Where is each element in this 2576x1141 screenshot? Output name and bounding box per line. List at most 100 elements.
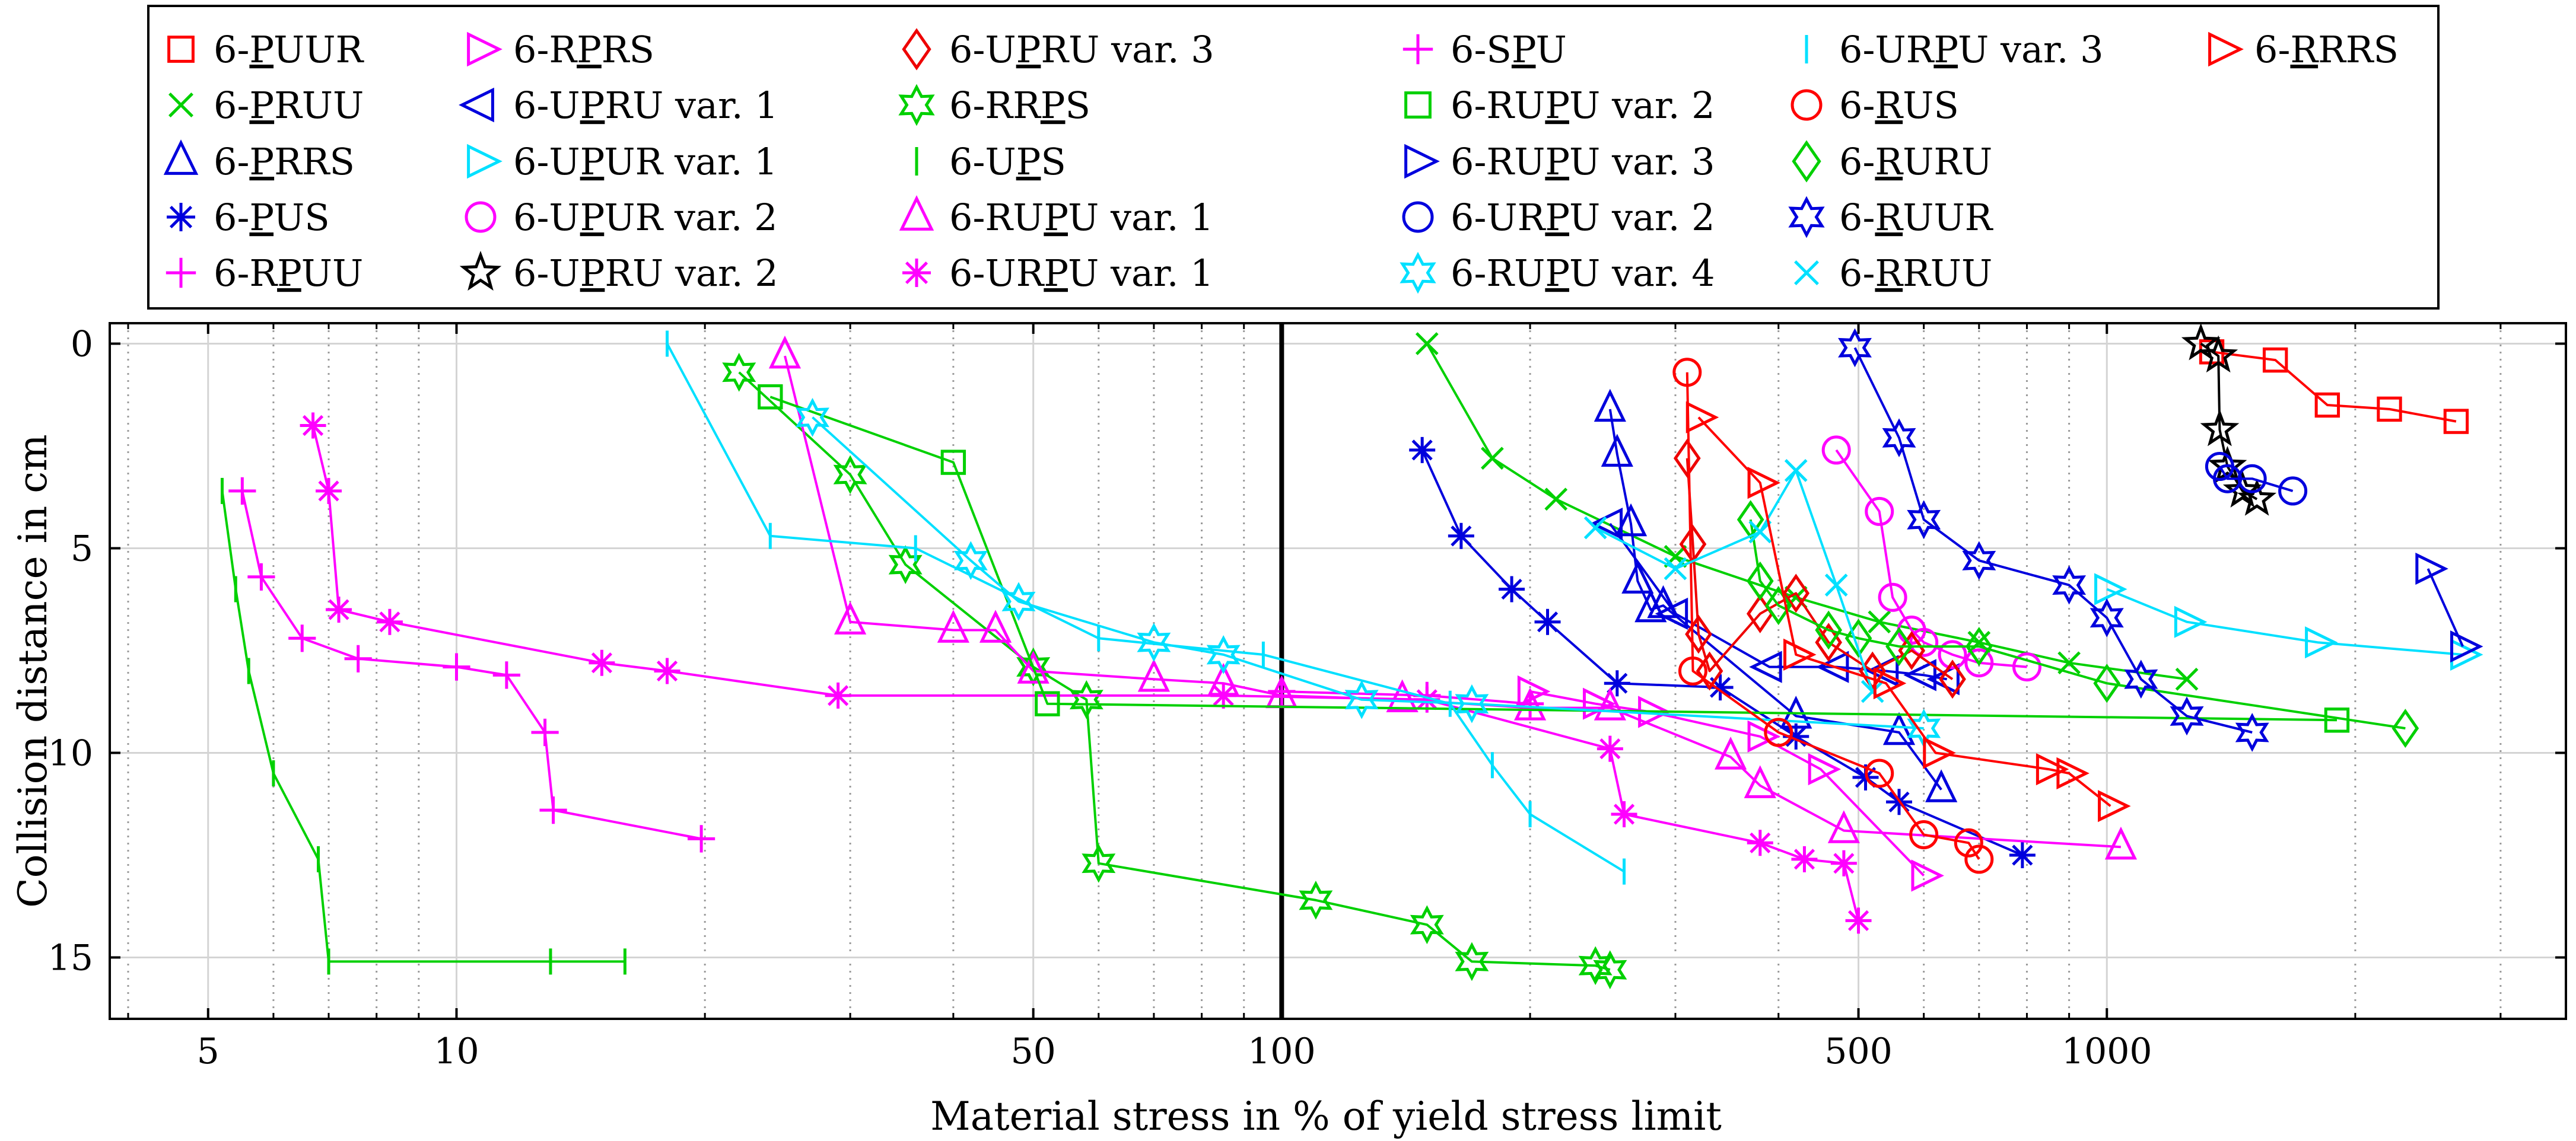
legend-label-part: 6-U — [513, 140, 580, 183]
legend-marker — [1400, 251, 1436, 294]
legend-label-part: P — [1041, 84, 1066, 127]
series-9 — [2181, 323, 2277, 516]
data-point — [1827, 810, 1860, 843]
legend-label-part: 6- — [214, 140, 249, 183]
legend-label-part: P — [1933, 28, 1958, 71]
legend-label: 6-RURU — [1839, 140, 1992, 183]
data-point — [768, 335, 802, 369]
series-line — [1853, 347, 2253, 734]
data-point — [2208, 445, 2247, 483]
series-line — [784, 355, 2122, 849]
legend-label-part: RS — [602, 28, 654, 71]
data-point — [2377, 396, 2402, 422]
y-axis-label: Collision distance in cm — [10, 434, 56, 908]
legend-label-part: P — [580, 251, 605, 295]
legend-label-part: P — [1545, 84, 1569, 127]
legend-label: 6-RUPU var. 3 — [1451, 140, 1715, 183]
data-point — [1782, 573, 1810, 613]
legend-item: 6-UPRU var. 1 — [459, 84, 778, 127]
data-point — [1747, 830, 1773, 856]
legend-item: 6-RPRS — [467, 28, 654, 71]
legend-label-part: P — [249, 196, 273, 239]
legend-label-part: 6-RU — [1451, 84, 1545, 127]
legend-label-part: P — [249, 28, 273, 71]
legend-label-part: UUR — [273, 28, 365, 71]
data-point — [940, 450, 966, 475]
data-point — [1714, 737, 1747, 770]
legend-item: 6-RRPS — [898, 84, 1090, 127]
data-point — [1885, 627, 1913, 667]
data-point — [2052, 565, 2087, 605]
data-point — [758, 384, 783, 410]
data-point — [1830, 850, 1857, 877]
data-point — [589, 649, 615, 676]
data-point — [1815, 651, 1849, 683]
legend-label-part: 6- — [214, 196, 249, 239]
legend-label-part: URU — [1903, 140, 1992, 183]
legend-label-part: RU var. 1 — [605, 84, 778, 127]
legend-label-part: 6-U — [513, 84, 580, 127]
series-line — [1685, 372, 1980, 860]
legend-item: 6-UPUR var. 2 — [465, 196, 778, 239]
data-point — [1268, 677, 1296, 706]
legend-item: 6-PUS — [167, 196, 330, 239]
legend-label: 6-RUPU var. 1 — [949, 196, 1214, 239]
data-point — [1621, 560, 1654, 594]
legend-marker — [459, 250, 502, 291]
data-point — [1499, 576, 1525, 603]
data-point — [1911, 859, 1944, 892]
legend-label-part: R — [1875, 84, 1904, 127]
legend-label-part: 6-UR — [1451, 196, 1547, 239]
series-line — [241, 490, 702, 840]
legend-label-part: UR var. 1 — [604, 140, 777, 183]
legend-label: 6-UPRU var. 1 — [513, 84, 778, 127]
data-point — [1791, 846, 1818, 872]
data-point — [1909, 820, 1939, 849]
series-line — [1421, 450, 2023, 856]
data-point — [2098, 790, 2131, 823]
data-point — [443, 653, 470, 681]
data-point — [1909, 627, 1939, 657]
legend-marker — [1404, 91, 1432, 119]
series-10 — [1673, 438, 1966, 699]
data-point — [2175, 667, 2199, 691]
data-point — [288, 624, 316, 652]
data-point — [1655, 597, 1688, 630]
data-point — [300, 412, 326, 439]
data-point — [2443, 409, 2469, 434]
legend-label-part: 6-R — [513, 28, 578, 71]
series-24 — [1583, 459, 1884, 703]
data-point — [1206, 635, 1241, 674]
legend-label-part: R — [1875, 140, 1904, 183]
legend-label: 6-URPU var. 3 — [1839, 28, 2104, 71]
data-point — [2450, 630, 2483, 663]
x-axis-label: Material stress in % of yield stress lim… — [930, 1094, 1722, 1139]
data-point — [2235, 713, 2269, 752]
data-point — [1964, 844, 1994, 874]
legend-label-part: P — [1044, 251, 1068, 295]
plot-frame — [109, 322, 2567, 1020]
legend-marker — [898, 84, 935, 126]
x-tick-label: 5 — [197, 1031, 220, 1072]
legend-marker — [167, 36, 195, 63]
legend-label-part: 6-U — [513, 251, 580, 295]
data-point — [2056, 757, 2090, 790]
data-point — [2278, 476, 2308, 506]
legend-item: 6-RRUU — [1794, 251, 1992, 295]
x-tick-label: 50 — [1010, 1031, 1055, 1072]
legend-label-part: UU — [301, 251, 364, 295]
legend-item: 6-PRUU — [168, 84, 364, 127]
legend-label: 6-UPUR var. 2 — [513, 196, 778, 239]
data-point — [1868, 610, 1891, 634]
legend-item: 6-URPU var. 3 — [1805, 28, 2104, 71]
data-point — [1962, 541, 1996, 581]
legend-marker — [902, 28, 931, 71]
data-point — [1594, 687, 1626, 721]
y-tick-label: 15 — [48, 938, 93, 979]
data-point — [1764, 586, 1792, 626]
legend-marker — [465, 201, 497, 233]
series-3 — [1409, 436, 2036, 868]
legend-item: 6-RUPU var. 4 — [1400, 251, 1715, 295]
legend-label-part: P — [277, 251, 301, 295]
x-tick-label: 10 — [434, 1031, 479, 1072]
